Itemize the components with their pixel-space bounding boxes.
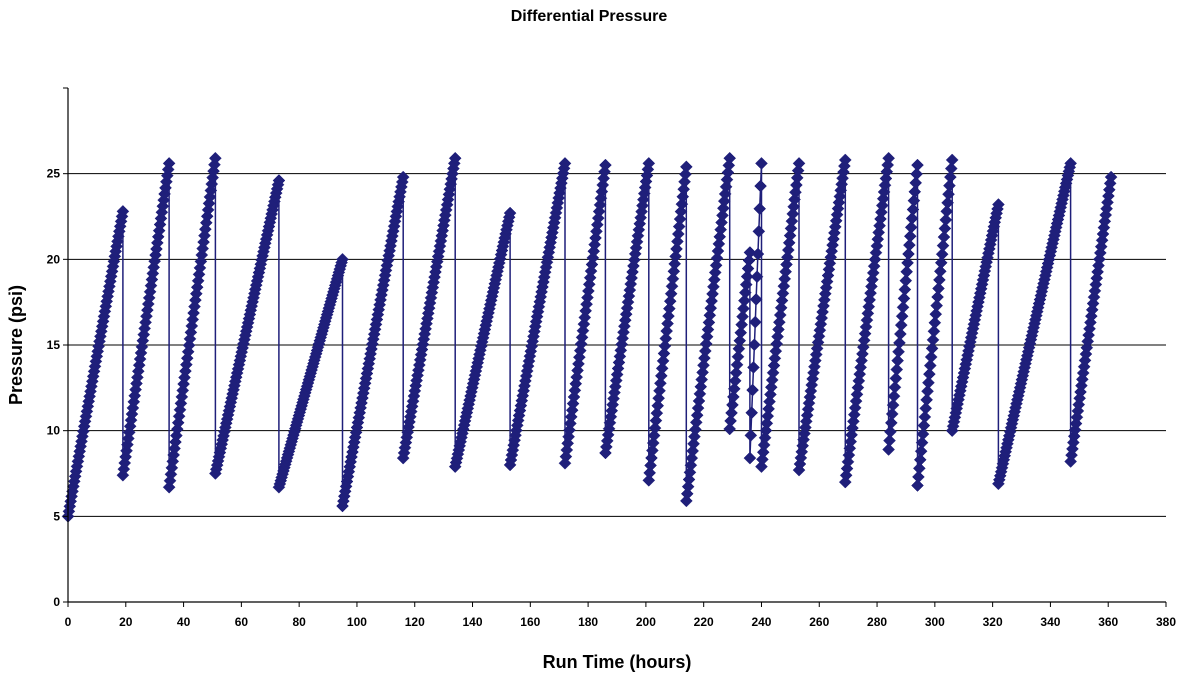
data-point-marker	[912, 159, 924, 171]
x-tick-label: 380	[1156, 615, 1176, 629]
x-tick-label: 0	[65, 615, 72, 629]
y-tick-label: 5	[53, 509, 60, 523]
data-point-marker	[749, 316, 761, 328]
data-series	[62, 152, 1117, 522]
x-tick-label: 280	[867, 615, 887, 629]
data-point-marker	[747, 384, 759, 396]
x-axis-title: Run Time (hours)	[543, 652, 692, 672]
x-tick-label: 140	[463, 615, 483, 629]
y-tick-label: 15	[47, 338, 61, 352]
x-tick-label: 100	[347, 615, 367, 629]
x-tick-label: 20	[119, 615, 133, 629]
y-tick-label: 0	[53, 595, 60, 609]
data-point-marker	[744, 452, 756, 464]
y-tick-label: 20	[47, 252, 61, 266]
data-point-marker	[755, 180, 767, 192]
data-point-marker	[753, 225, 765, 237]
data-point-marker	[745, 429, 757, 441]
y-tick-label: 10	[47, 424, 61, 438]
data-point-marker	[680, 161, 692, 173]
x-tick-label: 300	[925, 615, 945, 629]
x-tick-label: 60	[235, 615, 249, 629]
x-tick-label: 320	[983, 615, 1003, 629]
x-tick-label: 180	[578, 615, 598, 629]
x-tick-label: 160	[520, 615, 540, 629]
x-tick-label: 220	[694, 615, 714, 629]
x-tick-label: 260	[809, 615, 829, 629]
data-point-marker	[946, 154, 958, 166]
x-tick-label: 120	[405, 615, 425, 629]
axes	[63, 88, 1166, 607]
x-tick-label: 200	[636, 615, 656, 629]
y-axis-title: Pressure (psi)	[6, 285, 26, 405]
x-tick-label: 340	[1040, 615, 1060, 629]
data-point-marker	[755, 157, 767, 169]
data-point-marker	[750, 293, 762, 305]
x-tick-label: 360	[1098, 615, 1118, 629]
series-line	[68, 158, 1111, 516]
data-point-marker	[746, 407, 758, 419]
x-tick-label: 80	[292, 615, 306, 629]
y-tick-label: 25	[47, 167, 61, 181]
x-tick-label: 40	[177, 615, 191, 629]
x-tick-label: 240	[751, 615, 771, 629]
data-point-marker	[754, 203, 766, 215]
